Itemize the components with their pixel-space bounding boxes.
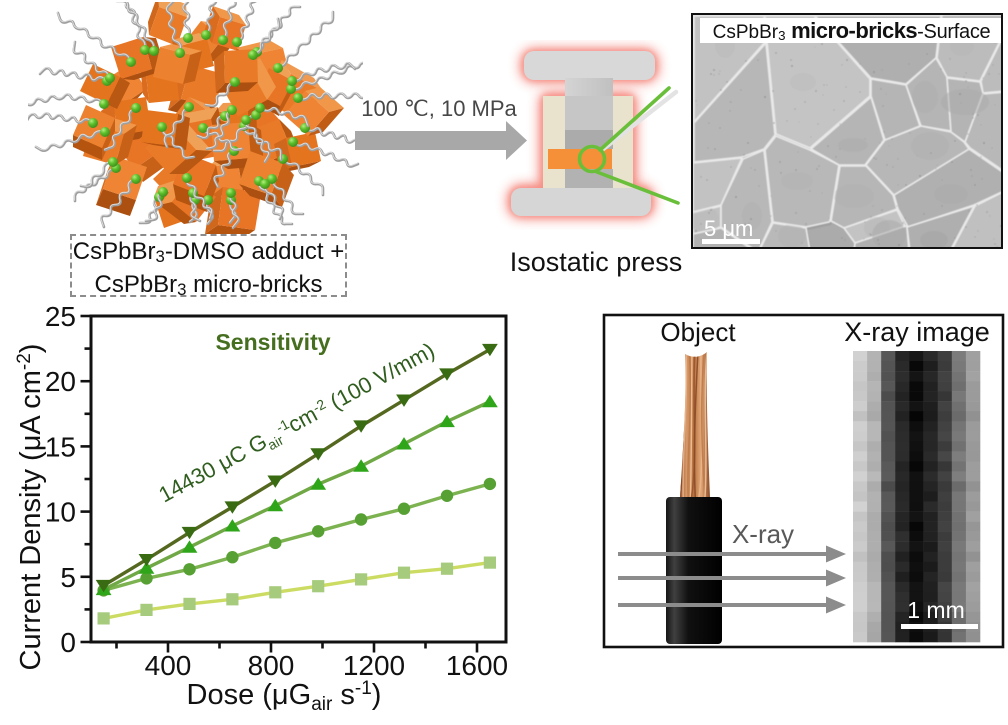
svg-text:Current Density (μA cm-2): Current Density (μA cm-2) <box>14 344 47 671</box>
svg-text:5: 5 <box>60 562 76 593</box>
svg-text:Sensitivity: Sensitivity <box>215 329 330 355</box>
svg-text:25: 25 <box>45 301 76 332</box>
svg-text:1 mm: 1 mm <box>907 597 965 623</box>
svg-text:X-ray image: X-ray image <box>844 317 990 347</box>
svg-text:14430 μC Gair-1cm-2 (100 V/mm: 14430 μC Gair-1cm-2 (100 V/mm) <box>154 338 440 510</box>
svg-text:Object: Object <box>660 317 736 347</box>
svg-text:400: 400 <box>145 650 192 681</box>
svg-text:0: 0 <box>60 627 76 658</box>
svg-text:Dose (μGair s-1): Dose (μGair s-1) <box>187 678 382 715</box>
svg-text:15: 15 <box>45 431 76 462</box>
svg-text:X-ray: X-ray <box>732 519 794 549</box>
svg-text:1200: 1200 <box>343 650 405 681</box>
svg-text:10: 10 <box>45 497 76 528</box>
svg-text:20: 20 <box>45 366 76 397</box>
svg-text:1600: 1600 <box>446 650 508 681</box>
svg-text:800: 800 <box>248 650 295 681</box>
